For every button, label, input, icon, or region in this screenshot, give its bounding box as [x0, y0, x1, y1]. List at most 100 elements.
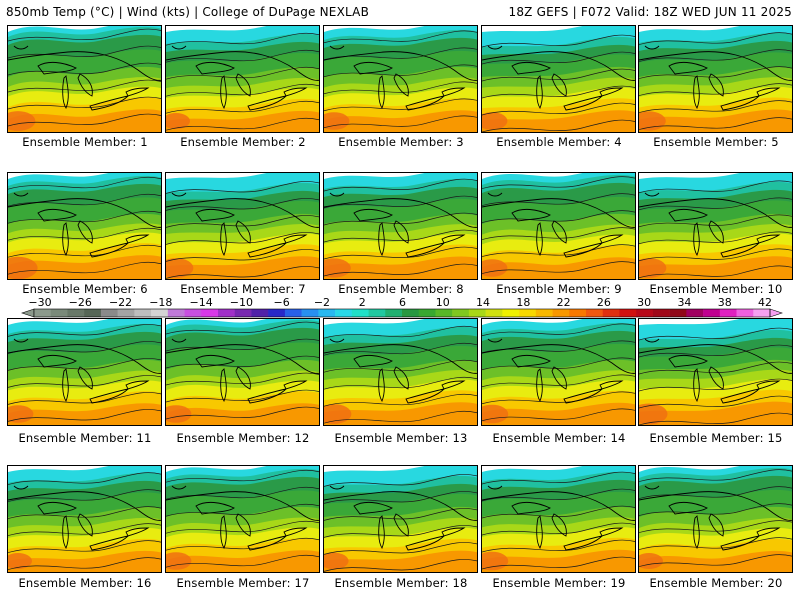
contour-line: [324, 81, 477, 95]
great-lakes-outline: [166, 338, 319, 404]
ensemble-map-panel: [165, 318, 320, 426]
contour-line: [482, 323, 635, 337]
colorbar-frame: [33, 308, 771, 318]
temperature-band: [482, 402, 635, 425]
warm-anomaly: [166, 405, 192, 423]
contour-line: [482, 261, 635, 274]
colorbar-swatch: [719, 309, 737, 317]
contour-line: [482, 374, 635, 388]
colorbar-tick-label: 22: [557, 296, 571, 309]
colorbar-tick-label: −26: [69, 296, 92, 309]
contour-line: [482, 85, 635, 99]
colorbar-tick-label: 38: [718, 296, 732, 309]
contour-line: [639, 537, 792, 550]
colorbar-swatch: [34, 309, 52, 317]
contour-line: [324, 342, 477, 356]
ensemble-map-panel: [638, 172, 793, 280]
contour-line: [166, 32, 319, 46]
contour-line: [324, 30, 477, 44]
colorbar-tick-label: −14: [190, 296, 213, 309]
contour-line: [8, 324, 161, 337]
contour-line: [482, 51, 635, 65]
contour-line: [166, 554, 319, 568]
contour-line: [8, 79, 161, 93]
contour-line: [639, 520, 792, 533]
great-lakes-outline: [639, 485, 792, 551]
member-caption: Ensemble Member: 12: [176, 431, 310, 445]
contour-line: [639, 265, 792, 279]
contour-line: [639, 344, 792, 358]
contour-line: [166, 266, 319, 279]
colorbar-swatch: [351, 309, 369, 317]
temperature-band: [8, 403, 161, 425]
contour-line: [8, 557, 161, 570]
colorbar-tick-label: 30: [637, 296, 651, 309]
colorbar-swatch: [50, 309, 68, 317]
colorbar-swatch: [151, 309, 169, 317]
contour-line: [482, 539, 635, 553]
contour-line: [324, 559, 477, 572]
colorbar-swatch: [669, 309, 687, 317]
warm-anomaly: [166, 113, 190, 129]
contour-line: [639, 327, 792, 341]
colorbar-swatch: [753, 309, 771, 317]
warm-anomaly: [639, 258, 667, 278]
colorbar-tick-label: −6: [274, 296, 290, 309]
ensemble-map-panel: [165, 25, 320, 133]
contour-line: [166, 198, 319, 211]
temperature-band: [639, 256, 792, 279]
member-caption: Ensemble Member: 6: [22, 282, 148, 296]
member-caption: Ensemble Member: 10: [649, 282, 783, 296]
contour-line: [324, 410, 477, 424]
member-caption: Ensemble Member: 2: [180, 135, 306, 149]
contour-line: [166, 249, 319, 262]
warm-anomaly: [324, 112, 350, 130]
colorbar-swatch: [636, 309, 654, 317]
great-lakes-outline: [8, 45, 161, 111]
colorbar-swatch: [569, 309, 587, 317]
contour-line: [639, 100, 792, 113]
contour-line: [324, 229, 477, 243]
contour-line: [8, 176, 161, 190]
contour-line: [166, 406, 319, 420]
great-lakes-outline: [324, 485, 477, 551]
contour-line: [166, 389, 319, 403]
member-caption: Ensemble Member: 4: [496, 135, 622, 149]
valid-time: 18Z GEFS | F072 Valid: 18Z WED JUN 11 20…: [508, 5, 792, 19]
contour-line: [8, 210, 161, 224]
great-lakes-outline: [482, 192, 635, 258]
colorbar-tick-label: 6: [399, 296, 406, 309]
contour-line: [482, 119, 635, 132]
colorbar-swatch: [452, 309, 470, 317]
contour-line: [639, 469, 792, 482]
contour-line: [639, 361, 792, 375]
colorbar-swatch: [535, 309, 553, 317]
ensemble-map-panel: [7, 318, 162, 426]
member-caption: Ensemble Member: 13: [334, 431, 468, 445]
colorbar-left-arrow: [21, 308, 35, 318]
colorbar-tick-label: 14: [476, 296, 490, 309]
ensemble-map-panel: [481, 465, 636, 573]
map-title: 850mb Temp (°C) | Wind (kts) | College o…: [6, 5, 370, 19]
member-caption: Ensemble Member: 15: [649, 431, 783, 445]
contour-line: [8, 62, 161, 76]
ensemble-map-panel: [481, 318, 636, 426]
contour-line: [482, 68, 635, 82]
contour-line: [8, 409, 161, 422]
contour-line: [166, 232, 319, 245]
colorbar-swatch: [218, 309, 236, 317]
contour-line: [482, 471, 635, 485]
contour-line: [324, 542, 477, 555]
colorbar-swatch: [301, 309, 319, 317]
contour-line: [8, 28, 161, 42]
colorbar-swatch: [201, 309, 219, 317]
colorbar-tick-label: 26: [597, 296, 611, 309]
colorbar-swatch: [268, 309, 286, 317]
ensemble-map-panel: [323, 172, 478, 280]
ensemble-map-panel: [638, 25, 793, 133]
contour-line: [482, 488, 635, 502]
member-caption: Ensemble Member: 9: [496, 282, 622, 296]
contour-line: [166, 537, 319, 551]
contour-line: [166, 49, 319, 63]
colorbar-tick-label: 10: [436, 296, 450, 309]
